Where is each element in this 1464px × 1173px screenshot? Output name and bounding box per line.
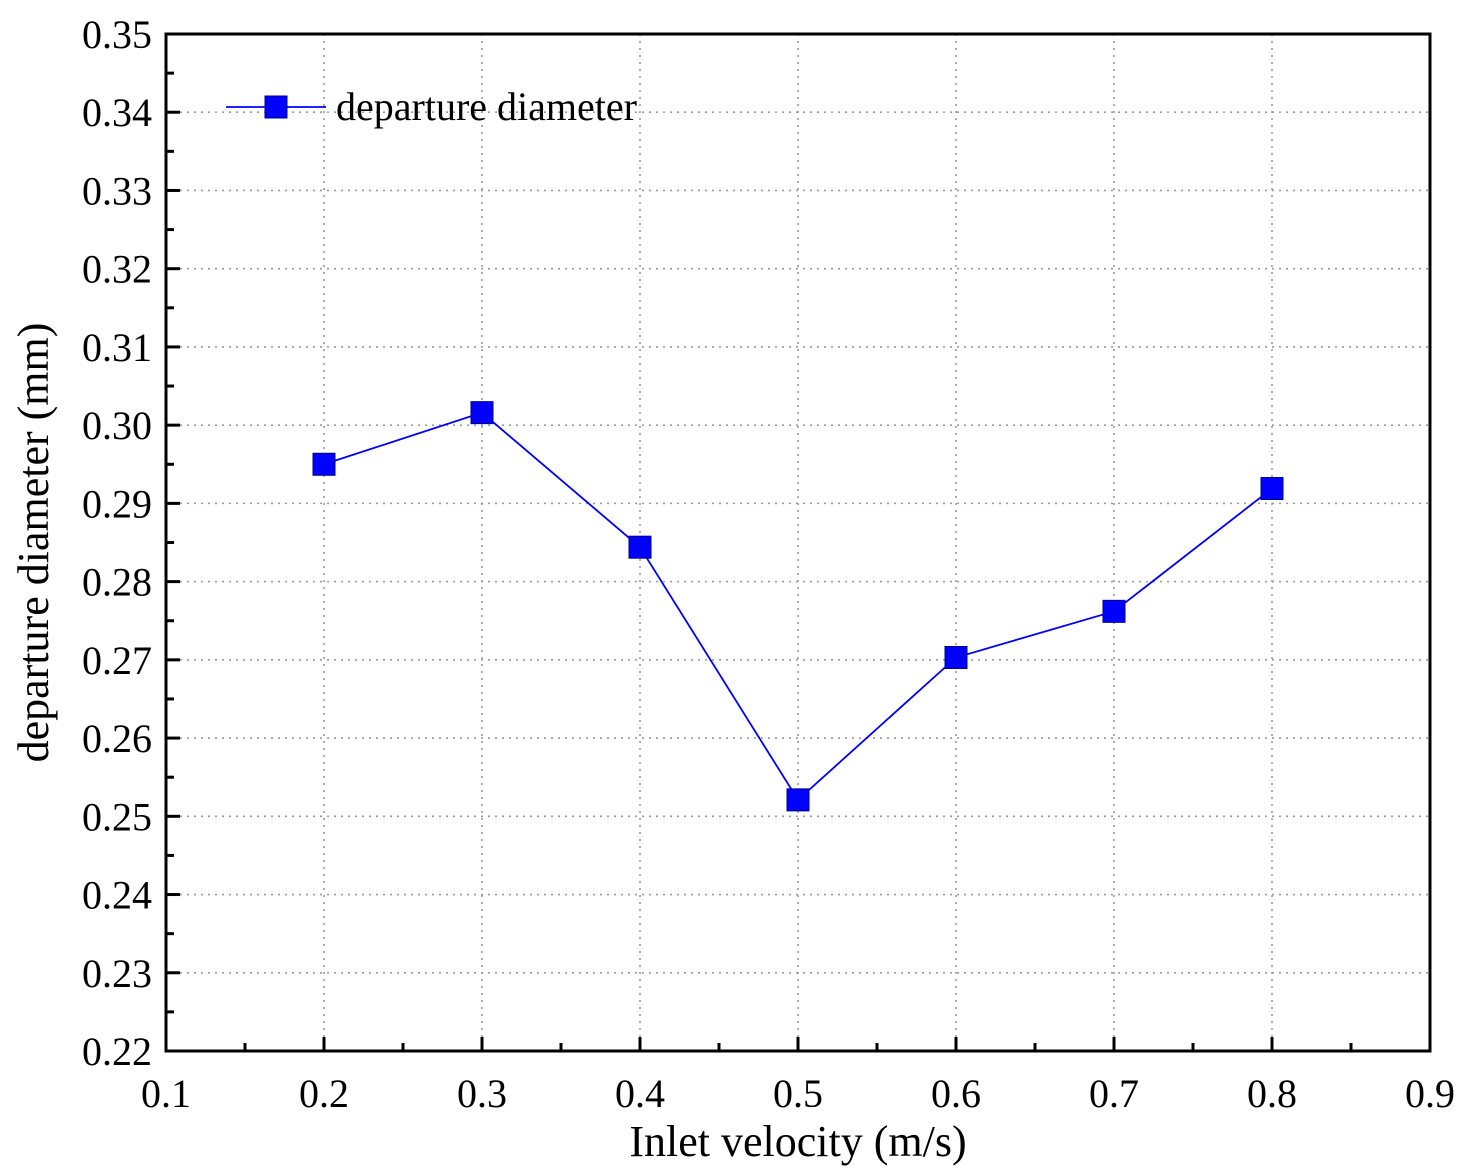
data-point-marker xyxy=(944,645,968,669)
x-tick-label: 0.8 xyxy=(1247,1071,1297,1116)
legend-label: departure diameter xyxy=(336,84,637,129)
y-tick-label: 0.28 xyxy=(82,560,152,605)
x-tick-label: 0.7 xyxy=(1089,1071,1139,1116)
x-tick-label: 0.6 xyxy=(931,1071,981,1116)
y-tick-label: 0.32 xyxy=(82,247,152,292)
y-axis-title: departure diameter (mm) xyxy=(9,323,58,763)
y-tick-label: 0.26 xyxy=(82,716,152,761)
y-tick-label: 0.22 xyxy=(82,1029,152,1074)
series-layer xyxy=(312,401,1284,812)
y-tick-label: 0.25 xyxy=(82,794,152,839)
grid-lines xyxy=(166,34,1430,1051)
y-tick-label: 0.29 xyxy=(82,481,152,526)
y-tick-label: 0.34 xyxy=(82,90,152,135)
y-tick-label: 0.35 xyxy=(82,12,152,57)
x-tick-label: 0.2 xyxy=(299,1071,349,1116)
y-tick-label: 0.31 xyxy=(82,325,152,370)
data-point-marker xyxy=(312,452,336,476)
data-point-marker xyxy=(1102,599,1126,623)
data-point-marker xyxy=(628,535,652,559)
x-tick-label: 0.1 xyxy=(141,1071,191,1116)
y-axis: 0.22 0.23 0.24 0.25 0.26 0.27 0.28 0.29 0.30 0.31… xyxy=(82,12,180,1074)
x-tick-label: 0.5 xyxy=(773,1071,823,1116)
x-tick-label: 0.3 xyxy=(457,1071,507,1116)
x-tick-label: 0.4 xyxy=(615,1071,665,1116)
y-tick-label: 0.30 xyxy=(82,403,152,448)
y-tick-label: 0.27 xyxy=(82,638,152,683)
data-point-marker xyxy=(786,788,810,812)
y-tick-label: 0.33 xyxy=(82,168,152,213)
legend-marker-square xyxy=(264,95,288,119)
plot-frame xyxy=(164,32,1432,1053)
y-tick-label: 0.23 xyxy=(82,951,152,996)
x-axis-title: Inlet velocity (m/s) xyxy=(629,1117,966,1166)
legend: departure diameter xyxy=(226,84,637,129)
data-point-marker xyxy=(1260,477,1284,501)
y-tick-label: 0.24 xyxy=(82,873,152,918)
x-axis: 0.1 0.2 0.3 0.4 0.5 0.6 0.7 0.8 0.9 xyxy=(141,1037,1455,1116)
x-tick-label: 0.9 xyxy=(1405,1071,1455,1116)
data-point-marker xyxy=(470,401,494,425)
